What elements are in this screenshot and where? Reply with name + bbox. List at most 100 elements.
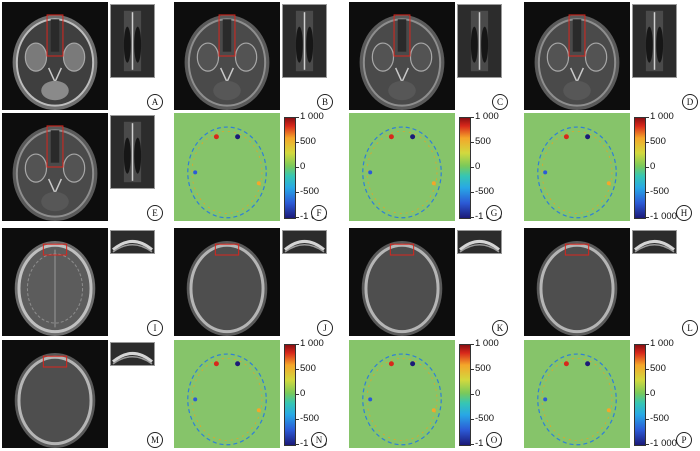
roi-box	[393, 14, 411, 57]
colorbar-tick-label: -500	[300, 186, 320, 197]
colorbar-tick-mark	[471, 369, 474, 370]
airway-left	[645, 26, 653, 63]
inner-table	[284, 244, 325, 253]
difference-outline	[187, 353, 267, 446]
colorbar-tick-mark	[471, 217, 474, 218]
coldspot	[410, 361, 416, 367]
skull-outline	[364, 243, 440, 334]
colorbar-tick-label: 500	[475, 363, 491, 374]
airway-left	[123, 137, 131, 174]
colorbar-tick-label: 500	[650, 136, 666, 147]
coldspot	[543, 170, 548, 175]
colorbar-tick-label: 0	[300, 388, 306, 399]
brainstem	[213, 80, 241, 101]
colorbar-tick-mark	[646, 419, 649, 420]
difference-outline	[537, 353, 617, 446]
roi-box	[46, 14, 64, 57]
airway-right	[306, 26, 314, 63]
coldspot	[193, 170, 198, 175]
ct-image	[2, 340, 108, 448]
difference-map	[524, 340, 630, 448]
difference-inner	[366, 357, 438, 441]
colorbar-tick-label: 1 000	[650, 111, 674, 122]
colorbar	[284, 344, 296, 446]
orbit-left	[196, 42, 220, 72]
airway-left	[123, 26, 131, 63]
colorbar-tick-mark	[646, 142, 649, 143]
colorbar-tick-mark	[471, 167, 474, 168]
ct-image	[349, 228, 455, 336]
panel-label: P	[676, 432, 692, 448]
colorbar-tick-mark	[471, 419, 474, 420]
colorbar-tick-label: -500	[650, 186, 670, 197]
hotspot	[256, 408, 261, 413]
panel-label: A	[147, 94, 163, 110]
difference-inner	[191, 130, 263, 214]
panel-label: C	[492, 94, 508, 110]
frontal-bone	[284, 239, 325, 251]
difference-inner	[541, 130, 613, 214]
colorbar-tick-mark	[296, 394, 299, 395]
hotspot	[563, 134, 569, 140]
nasal-cavity	[397, 19, 407, 52]
panel-label: I	[147, 320, 163, 336]
difference-outline	[537, 126, 617, 219]
orbit-left	[24, 153, 48, 183]
hotspot	[388, 134, 394, 140]
colorbar	[634, 117, 646, 219]
colorbar-tick-label: 1 000	[300, 338, 324, 349]
colorbar-tick-mark	[296, 117, 299, 118]
colorbar	[459, 344, 471, 446]
panel-label: J	[317, 320, 333, 336]
frontal-bone	[112, 239, 153, 251]
ct-image	[174, 228, 280, 336]
panel-label: O	[486, 432, 502, 448]
hotspot	[388, 361, 394, 367]
colorbar-tick-label: 1 000	[650, 338, 674, 349]
panel-label: G	[486, 205, 502, 221]
ct-image	[349, 2, 455, 110]
colorbar-tick-mark	[646, 369, 649, 370]
colorbar-tick-label: -1 000	[650, 438, 677, 449]
skull-outline	[539, 243, 615, 334]
difference-map	[174, 113, 280, 221]
orbit-left	[24, 42, 48, 72]
hotspot	[256, 181, 261, 186]
zoom-inset	[457, 230, 502, 254]
hotspot	[606, 408, 611, 413]
colorbar-tick-label: -500	[650, 413, 670, 424]
roi-box	[389, 243, 415, 256]
airway-left	[295, 26, 303, 63]
ct-image	[2, 113, 108, 221]
difference-map	[524, 113, 630, 221]
coldspot	[235, 361, 241, 367]
zoom-inset	[110, 115, 155, 189]
nasal-cavity	[50, 19, 60, 52]
colorbar-tick-label: 0	[475, 161, 481, 172]
colorbar-tick-mark	[471, 192, 474, 193]
panel-label: B	[317, 94, 333, 110]
orbit-left	[546, 42, 570, 72]
frontal-bone	[634, 239, 675, 251]
colorbar-tick-mark	[471, 117, 474, 118]
colorbar-tick-mark	[646, 117, 649, 118]
colorbar-tick-label: -500	[475, 186, 495, 197]
colorbar-tick-label: 1 000	[300, 111, 324, 122]
panel-label: D	[682, 94, 698, 110]
coldspot	[585, 361, 591, 367]
hotspot	[563, 361, 569, 367]
coldspot	[585, 134, 591, 140]
difference-map	[349, 113, 455, 221]
colorbar-tick-label: -500	[475, 413, 495, 424]
colorbar-tick-mark	[296, 344, 299, 345]
difference-outline	[362, 353, 442, 446]
skull-outline	[15, 18, 95, 107]
inner-table	[634, 244, 675, 253]
mri-image	[2, 228, 108, 336]
colorbar-tick-label: 0	[650, 388, 656, 399]
frontal-bone	[112, 351, 153, 363]
skull-outline	[187, 18, 267, 107]
panel-label: E	[147, 205, 163, 221]
coldspot	[235, 134, 241, 140]
